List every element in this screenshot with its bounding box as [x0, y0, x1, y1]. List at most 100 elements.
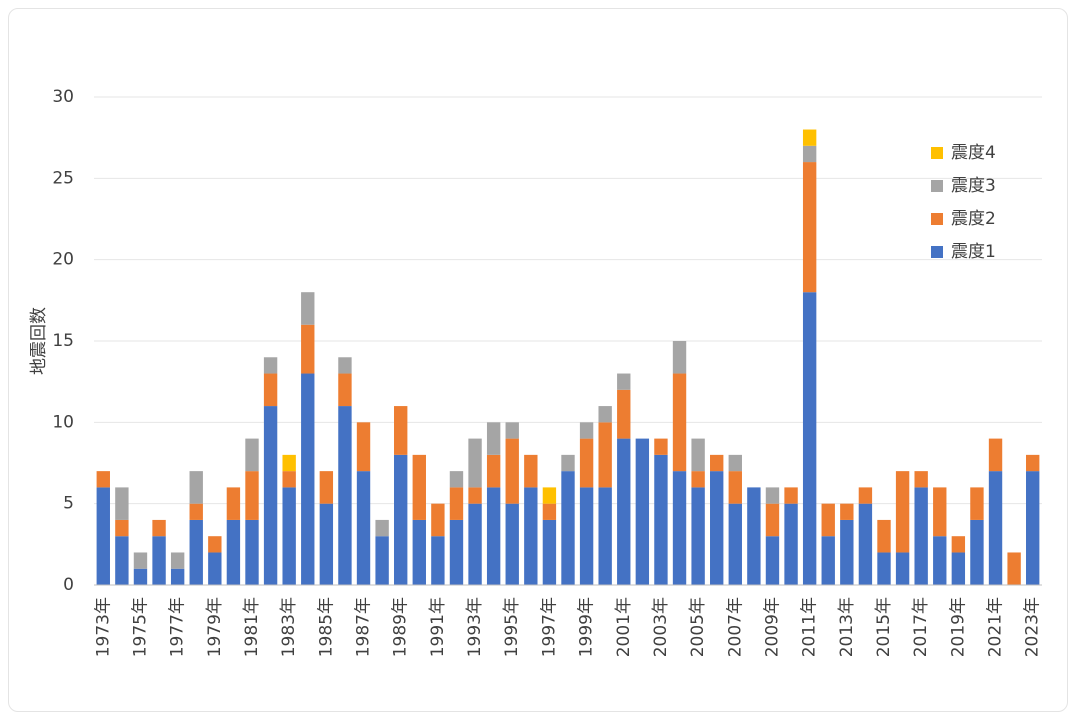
- bar-segment: [486, 487, 501, 585]
- bar-segment: [710, 454, 724, 472]
- bar-segment: [133, 552, 148, 569]
- x-tick-label: 2011年: [800, 597, 820, 657]
- bar-segment: [301, 373, 315, 585]
- bar-segment: [449, 487, 464, 520]
- bar-segment: [914, 487, 928, 585]
- bar-segment: [877, 519, 891, 553]
- x-tick-label: 1985年: [316, 597, 336, 657]
- bar-segment: [338, 373, 352, 407]
- bar-segment: [152, 519, 166, 537]
- bar-segment: [542, 487, 557, 504]
- bar-segment: [170, 552, 185, 569]
- bar-segment: [579, 487, 594, 585]
- bar-segment: [375, 536, 389, 585]
- bar-segment: [598, 406, 612, 423]
- bar-segment: [802, 292, 817, 585]
- bar-segment: [542, 519, 557, 585]
- bar-segment: [152, 536, 166, 585]
- bar-segment: [858, 503, 873, 585]
- bar-segment: [245, 519, 259, 585]
- bar-segment: [988, 471, 1003, 585]
- bar-segment: [245, 471, 259, 520]
- bar-segment: [375, 519, 389, 537]
- bar-segment: [617, 389, 631, 439]
- bar-segment: [598, 422, 612, 488]
- bar-segment: [914, 471, 928, 488]
- legend-swatch: [931, 213, 943, 225]
- y-tick-label: 25: [52, 168, 74, 188]
- bar-segment: [951, 552, 966, 585]
- x-tick-label: 2019年: [948, 597, 968, 657]
- bar-segment: [765, 536, 780, 585]
- bar-segment: [728, 471, 742, 504]
- bar-segment: [468, 487, 482, 504]
- bar-segment: [561, 471, 575, 585]
- bar-segment: [672, 341, 687, 374]
- x-tick-label: 2015年: [874, 597, 894, 657]
- bar-segment: [301, 324, 315, 374]
- x-tick-label: 1979年: [205, 597, 225, 657]
- x-tick-label: 2001年: [614, 597, 634, 657]
- x-tick-label: 1973年: [93, 597, 113, 657]
- bar-segment: [895, 552, 910, 585]
- bar-segment: [394, 454, 408, 585]
- bar-segment: [579, 422, 594, 439]
- legend-swatch: [931, 180, 943, 192]
- bar-segment: [840, 503, 854, 520]
- bar-segment: [895, 471, 910, 553]
- bar-segment: [356, 471, 371, 585]
- bar-segment: [245, 438, 259, 472]
- x-tick-label: 1989年: [391, 597, 411, 657]
- x-tick-label: 1999年: [577, 597, 597, 657]
- bar-segment: [1026, 454, 1040, 472]
- y-tick-label: 15: [52, 331, 74, 351]
- x-tick-label: 1975年: [130, 597, 150, 657]
- bar-segment: [486, 454, 501, 488]
- bar-segment: [672, 373, 687, 472]
- bar-segment: [338, 406, 352, 585]
- bar-segment: [617, 373, 631, 390]
- bar-segment: [933, 487, 947, 537]
- bar-segment: [691, 438, 705, 472]
- legend-label: 震度1: [951, 242, 996, 262]
- y-tick-label: 30: [52, 87, 74, 107]
- bar-segment: [282, 471, 296, 488]
- bar-segment: [858, 487, 873, 504]
- axes: 0 5 10 15 20 25 30 1973年 1975年 1977年 1979年 1981年 198…: [52, 87, 1042, 657]
- bar-segment: [115, 536, 129, 585]
- gridlines: [94, 96, 1042, 505]
- legend-label: 震度4: [951, 143, 996, 163]
- bar-segment: [933, 536, 947, 585]
- bar-segment: [449, 519, 464, 585]
- legend-label: 震度2: [951, 209, 996, 229]
- bar-segment: [747, 487, 761, 585]
- bar-segment: [449, 471, 464, 488]
- bar-segment: [579, 438, 594, 488]
- bar-segment: [821, 503, 835, 537]
- bar-segment: [691, 487, 705, 585]
- bar-segment: [282, 487, 296, 585]
- bar-segment: [412, 519, 426, 585]
- x-tick-label: 1981年: [242, 597, 262, 657]
- bar-segment: [226, 487, 241, 520]
- bar-segment: [635, 438, 650, 585]
- bar-segment: [431, 536, 445, 585]
- bar-segment: [96, 487, 110, 585]
- bar-segment: [970, 519, 984, 585]
- bar-segment: [691, 471, 705, 488]
- bar-segment: [208, 552, 222, 585]
- x-tick-label: 2021年: [986, 597, 1006, 657]
- bar-segment: [189, 519, 203, 585]
- bar-segment: [412, 454, 426, 520]
- bar-segment: [654, 454, 668, 585]
- bar-segment: [115, 519, 129, 537]
- x-tick-label: 2007年: [725, 597, 745, 657]
- bar-segment: [319, 471, 334, 504]
- bar-segment: [877, 552, 891, 585]
- bar-segment: [728, 454, 742, 472]
- bar-segment: [970, 487, 984, 520]
- legend-swatch: [931, 246, 943, 258]
- bar-segment: [319, 503, 334, 585]
- bar-segment: [598, 487, 612, 585]
